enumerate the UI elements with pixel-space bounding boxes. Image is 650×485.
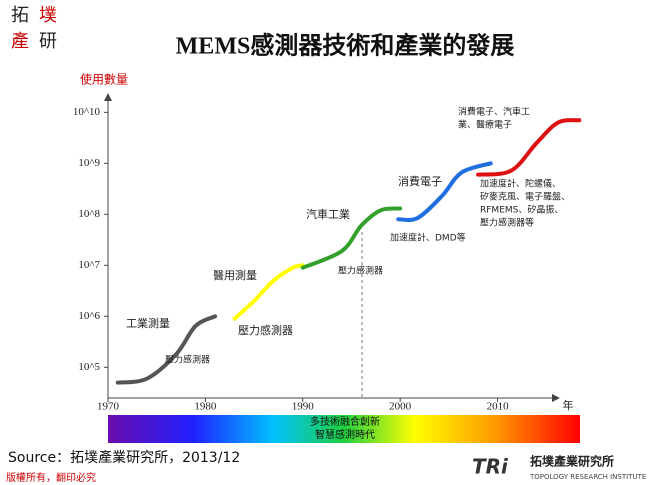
annotation: 消費電子 [398, 174, 442, 188]
source: Source：拓墣產業研究所，2013/12 [8, 449, 240, 466]
band-text: 多技術融合創新 [310, 415, 380, 428]
logo-name: 拓墣產業研究所 [530, 454, 614, 469]
series-line [476, 118, 582, 177]
logo-en: TOPOLOGY RESEARCH INSTITUTE [529, 473, 646, 481]
x-axis-label: 年 [563, 398, 574, 412]
band-text: 智慧感測時代 [315, 428, 375, 441]
logo-char: 研 [39, 31, 57, 52]
x-tick-label: 2010 [487, 401, 510, 413]
y-axis-label: 使用數量 [80, 72, 128, 87]
y-tick-label: 10^8 [78, 208, 100, 220]
logo-char: 墣 [39, 5, 57, 26]
annotation: 消費電子、汽車工 [458, 106, 530, 118]
series-line [300, 206, 403, 270]
series-line [115, 314, 218, 385]
logo-char: 拓 [11, 5, 29, 26]
y-tick-label: 10^10 [73, 106, 101, 118]
y-tick-label: 10^6 [78, 310, 100, 322]
annotation: 壓力感測器等 [480, 217, 534, 229]
logo-mark: TRi [472, 455, 509, 479]
y-tick-label: 10^7 [78, 259, 100, 271]
logo-top: 拓 墣 產 研 [4, 4, 66, 56]
rainbow-band [108, 415, 580, 443]
chart-title: MEMS感測器技術和產業的發展 [176, 32, 515, 60]
copyright: 版權所有，翻印必究 [6, 471, 96, 484]
annotation: 加速度計、陀螺儀、 [480, 178, 561, 190]
annotation: 加速度計、DMD等 [390, 232, 466, 244]
annotation: 壓力感測器 [338, 265, 383, 277]
logo-char: 產 [11, 31, 29, 52]
annotation: 矽麥克風、電子羅盤、 [480, 191, 570, 203]
x-tick-label: 1970 [97, 401, 120, 413]
x-tick-label: 1980 [194, 401, 217, 413]
annotation: 業、醫療電子 [458, 119, 512, 131]
y-tick-label: 10^5 [78, 361, 100, 373]
x-tick-label: 1990 [292, 401, 315, 413]
annotation: 醫用測量 [213, 268, 257, 282]
series-line [396, 161, 493, 223]
series-line [232, 263, 305, 321]
annotation: 汽車工業 [306, 207, 350, 221]
x-tick-label: 2000 [389, 401, 412, 413]
y-tick-label: 10^9 [78, 157, 100, 169]
logo-box [4, 4, 66, 56]
annotation: 壓力感測器 [238, 323, 293, 337]
annotation: 壓力感測器 [165, 354, 210, 366]
annotation: 工業測量 [126, 316, 170, 330]
annotation: RFMEMS、矽晶振、 [480, 204, 563, 216]
